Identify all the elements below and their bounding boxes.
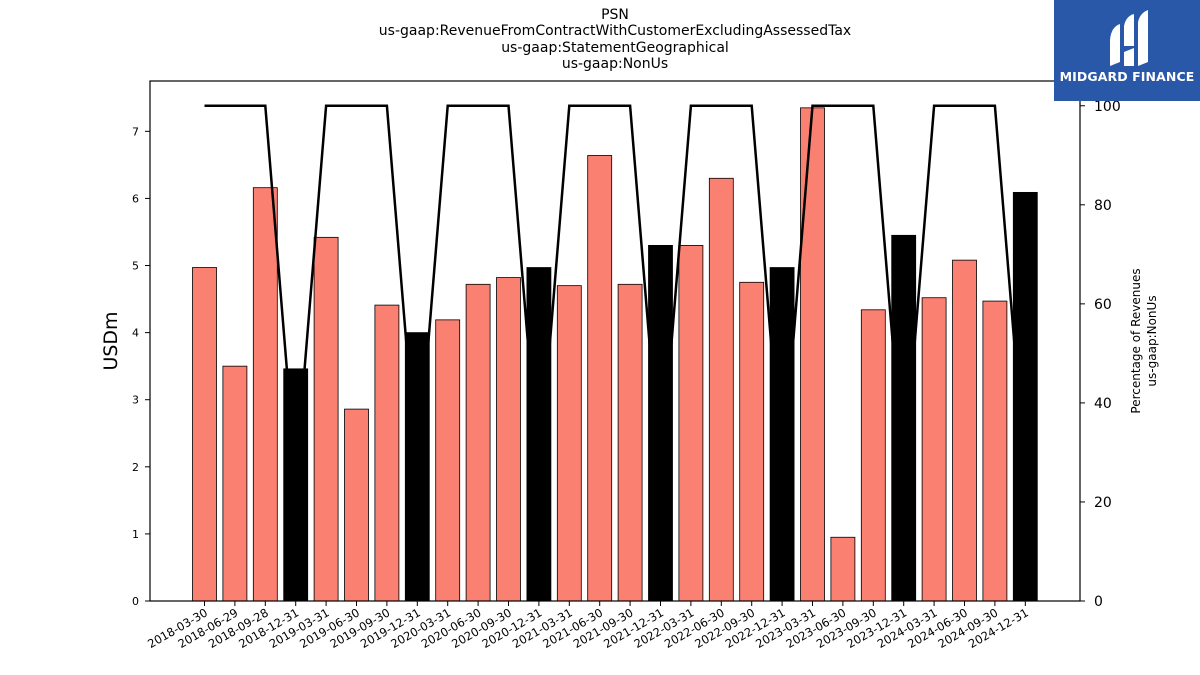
bar <box>435 319 461 602</box>
y2-axis-label: us-gaap:NonUs <box>1145 295 1159 386</box>
bar <box>982 300 1008 602</box>
y2-tick-label: 40 <box>1094 396 1112 412</box>
title-axis: us-gaap:StatementGeographical <box>501 40 729 56</box>
bar <box>526 267 552 602</box>
bar <box>860 309 886 602</box>
y-tick-label: 7 <box>132 125 139 138</box>
y-tick-label: 5 <box>132 260 139 273</box>
y-tick-label: 2 <box>132 461 139 474</box>
bar <box>587 155 613 602</box>
bar <box>739 281 765 602</box>
bar <box>1012 191 1038 602</box>
bar <box>344 408 369 602</box>
bar <box>313 236 339 602</box>
bar <box>496 277 521 602</box>
y-tick-label: 3 <box>132 394 139 407</box>
bar <box>952 259 977 602</box>
y-tick-label: 4 <box>132 327 139 340</box>
bar <box>891 234 917 602</box>
y2-axis-label: Percentage of Revenues <box>1129 268 1143 413</box>
title-ticker: PSN <box>601 7 629 23</box>
midgard-finance-logo: MIDGARD FINANCE <box>1054 0 1200 101</box>
y2-tick-label: 60 <box>1094 297 1112 313</box>
y-axis-right: 0 20 40 60 80 100 Percentage of Revenues us-gaa… <box>1080 99 1159 610</box>
bar <box>222 365 248 602</box>
bar <box>648 244 673 602</box>
y2-tick-label: 0 <box>1094 594 1103 610</box>
logo-text: MIDGARD FINANCE <box>1059 69 1195 84</box>
y-tick-label: 6 <box>132 192 139 205</box>
bar <box>192 267 217 602</box>
bar <box>769 267 795 602</box>
bar <box>617 283 643 602</box>
bar <box>830 536 856 602</box>
bar <box>374 304 400 602</box>
y2-tick-label: 20 <box>1094 495 1112 511</box>
bar <box>556 285 582 602</box>
y2-tick-label: 80 <box>1094 198 1112 214</box>
plot-frame <box>149 80 1081 602</box>
bar <box>678 244 704 602</box>
bar <box>283 368 309 602</box>
title-member: us-gaap:NonUs <box>561 56 669 72</box>
y-axis-label: USDm <box>100 311 122 370</box>
bar <box>921 297 947 602</box>
title-concept: us-gaap:RevenueFromContractWithCustomerE… <box>378 23 852 39</box>
y-tick-label: 1 <box>132 528 139 541</box>
bar <box>465 283 491 602</box>
bar <box>708 177 734 602</box>
x-axis: 2018-03-302018-06-292018-09-282018-12-31… <box>145 601 1031 651</box>
y-tick-label: 0 <box>132 595 139 608</box>
bars-group <box>192 107 1038 602</box>
y-axis-left: 0 1 2 3 4 5 6 7 USDm <box>100 125 150 608</box>
percentage-line <box>204 104 1027 478</box>
logo-mark-icon <box>1110 10 1148 66</box>
bar <box>800 107 825 602</box>
bar <box>252 187 278 602</box>
y2-tick-label: 100 <box>1094 99 1121 115</box>
